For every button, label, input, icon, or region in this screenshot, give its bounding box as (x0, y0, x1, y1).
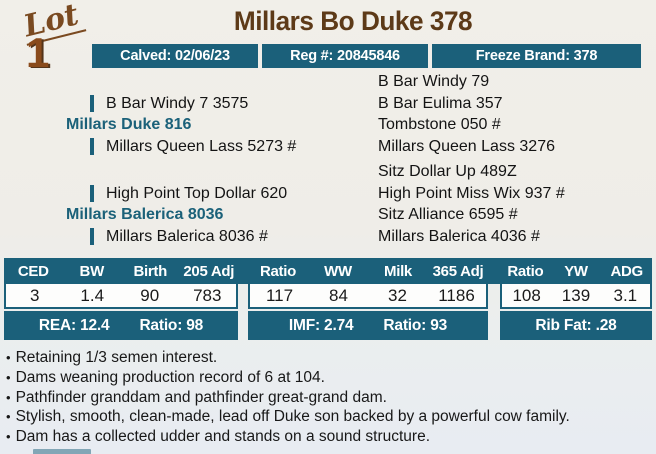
note-item: • Retaining 1/3 semen interest. (6, 348, 652, 368)
epd-header-section-1: CED BW Birth 205 Adj (4, 258, 238, 284)
sire-parent-dam: Millars Queen Lass 5273 # (66, 136, 296, 158)
epd-header-cell: Birth (133, 262, 168, 280)
carcass-data-row: REA: 12.4 Ratio: 98 IMF: 2.74 Ratio: 93 … (4, 311, 652, 340)
rea-value: REA: 12.4 (38, 316, 110, 334)
note-text: Dams weaning production record of 6 at 1… (15, 368, 325, 386)
epd-header-cell: 365 Adj (432, 262, 484, 280)
calved-badge: Calved: 02/06/23 (92, 44, 258, 68)
imf-ratio: Ratio: 93 (383, 316, 448, 334)
note-item: • Stylish, smooth, clean-made, lead off D… (6, 407, 652, 427)
sire-parent-sire-name: B Bar Windy 7 3575 (106, 94, 249, 112)
epd-value-cell: 783 (193, 285, 222, 305)
epd-table-header: CED BW Birth 205 Adj Ratio WW Milk 365 A… (4, 258, 652, 284)
epd-value-cell: 84 (329, 285, 348, 305)
dam-column: High Point Top Dollar 620 Millars Baleri… (66, 183, 287, 248)
rib-fat-value: Rib Fat: .28 (535, 316, 617, 334)
sire-parent-sire: B Bar Windy 7 3575 (66, 93, 296, 115)
dam-name: Millars Balerica 8036 (66, 206, 224, 224)
pedigree-dam-group: High Point Top Dollar 620 Millars Baleri… (0, 161, 656, 251)
sire-parent-dam-name: Millars Queen Lass 5273 # (106, 138, 297, 156)
rea-ratio: Ratio: 98 (139, 316, 204, 334)
ancestor-name: High Point Miss Wix 937 # (378, 184, 565, 202)
notes-section: • Retaining 1/3 semen interest. • Dams wea… (6, 348, 652, 447)
rib-fat-badge: Rib Fat: .28 (500, 311, 652, 340)
epd-header-cell: Ratio (507, 262, 544, 280)
note-item: • Pathfinder granddam and pathfinder grea… (6, 388, 652, 408)
epd-value-cell: 139 (561, 285, 591, 305)
epd-values-row: 3 1.4 90 783 117 84 32 1186 108 139 3.1 (4, 284, 652, 309)
note-text: Stylish, smooth, clean-made, lead off Du… (15, 408, 570, 426)
epd-header-cell: YW (564, 262, 588, 280)
epd-value-cell: 108 (512, 285, 541, 305)
epd-value-cell: 90 (140, 285, 160, 305)
epd-values-box-3: 108 139 3.1 (500, 284, 652, 309)
epd-header-section-3: Ratio YW ADG (500, 258, 652, 284)
lot-number: 1 (26, 29, 49, 76)
epd-value-cell: 1.4 (80, 285, 105, 305)
epd-values-box-2: 117 84 32 1186 (248, 284, 488, 309)
note-item: • Dam has a collected udder and stands on… (6, 427, 652, 447)
epd-header-cell: ADG (610, 262, 643, 280)
ancestor-name: B Bar Eulima 357 (378, 94, 503, 112)
pedigree-bracket-bar (90, 138, 94, 156)
page-title: Millars Bo Duke 378 (233, 6, 473, 36)
pedigree-sire-group: B Bar Windy 7 3575 Millars Duke 816 Mill… (0, 71, 656, 161)
bullet-icon: • (6, 429, 11, 445)
imf-badge: IMF: 2.74 Ratio: 93 (248, 311, 488, 340)
pedigree-bracket-bar (90, 228, 94, 246)
dam-parent-dam: Millars Balerica 8036 # (66, 226, 287, 248)
note-text: Pathfinder granddam and pathfinder great… (15, 388, 387, 406)
note-text: Retaining 1/3 semen interest. (15, 349, 218, 366)
ancestor-name: Sitz Alliance 6595 # (378, 206, 518, 224)
pedigree-bracket-bar (90, 184, 94, 202)
ancestor-name: Millars Queen Lass 3276 (378, 138, 555, 156)
epd-header-cell: Milk (384, 262, 412, 280)
bullet-icon: • (6, 409, 11, 425)
ancestor-name: Sitz Dollar Up 489Z (378, 163, 517, 180)
pedigree-bracket-bar (90, 94, 94, 112)
bullet-icon: • (6, 369, 11, 385)
note-text: Dam has a collected udder and stands on … (15, 428, 431, 446)
epd-value-cell: 3 (30, 285, 40, 305)
dam-ancestors-column: Sitz Dollar Up 489Z High Point Miss Wix … (378, 161, 565, 248)
next-lot-partial-edge (33, 449, 91, 454)
epd-values-box-1: 3 1.4 90 783 (4, 284, 238, 309)
epd-value-cell: 32 (388, 285, 407, 305)
rea-badge: REA: 12.4 Ratio: 98 (4, 311, 238, 340)
bullet-icon: • (6, 389, 11, 405)
sire-name: Millars Duke 816 (66, 116, 192, 134)
epd-value-cell: 3.1 (613, 285, 638, 305)
freeze-brand-badge: Freeze Brand: 378 (432, 44, 641, 68)
ancestor-name: Tombstone 050 # (378, 116, 501, 134)
ancestor-name: Millars Balerica 4036 # (378, 228, 540, 246)
epd-header-cell: Ratio (259, 262, 296, 280)
epd-value-cell: 117 (265, 285, 294, 305)
epd-header-cell: CED (17, 262, 49, 280)
epd-header-cell: 205 Adj (183, 262, 235, 280)
registration-badge: Reg #: 20845846 (262, 44, 428, 68)
note-item: • Dams weaning production record of 6 at … (6, 368, 652, 388)
epd-header-cell: BW (79, 262, 105, 280)
dam-parent-sire: High Point Top Dollar 620 (66, 183, 287, 205)
epd-header-cell: WW (324, 262, 352, 280)
sire-ancestors-column: B Bar Windy 79 B Bar Eulima 357 Tombston… (378, 71, 555, 158)
ancestor-name: B Bar Windy 79 (378, 73, 490, 90)
dam-parent-dam-name: Millars Balerica 8036 # (106, 228, 268, 246)
sire-column: B Bar Windy 7 3575 Millars Duke 816 Mill… (66, 93, 296, 158)
bullet-icon: • (6, 350, 11, 365)
dam-parent-sire-name: High Point Top Dollar 620 (106, 184, 288, 202)
epd-header-section-2: Ratio WW Milk 365 Adj (248, 258, 488, 284)
epd-value-cell: 1186 (438, 285, 475, 305)
imf-value: IMF: 2.74 (288, 316, 354, 334)
